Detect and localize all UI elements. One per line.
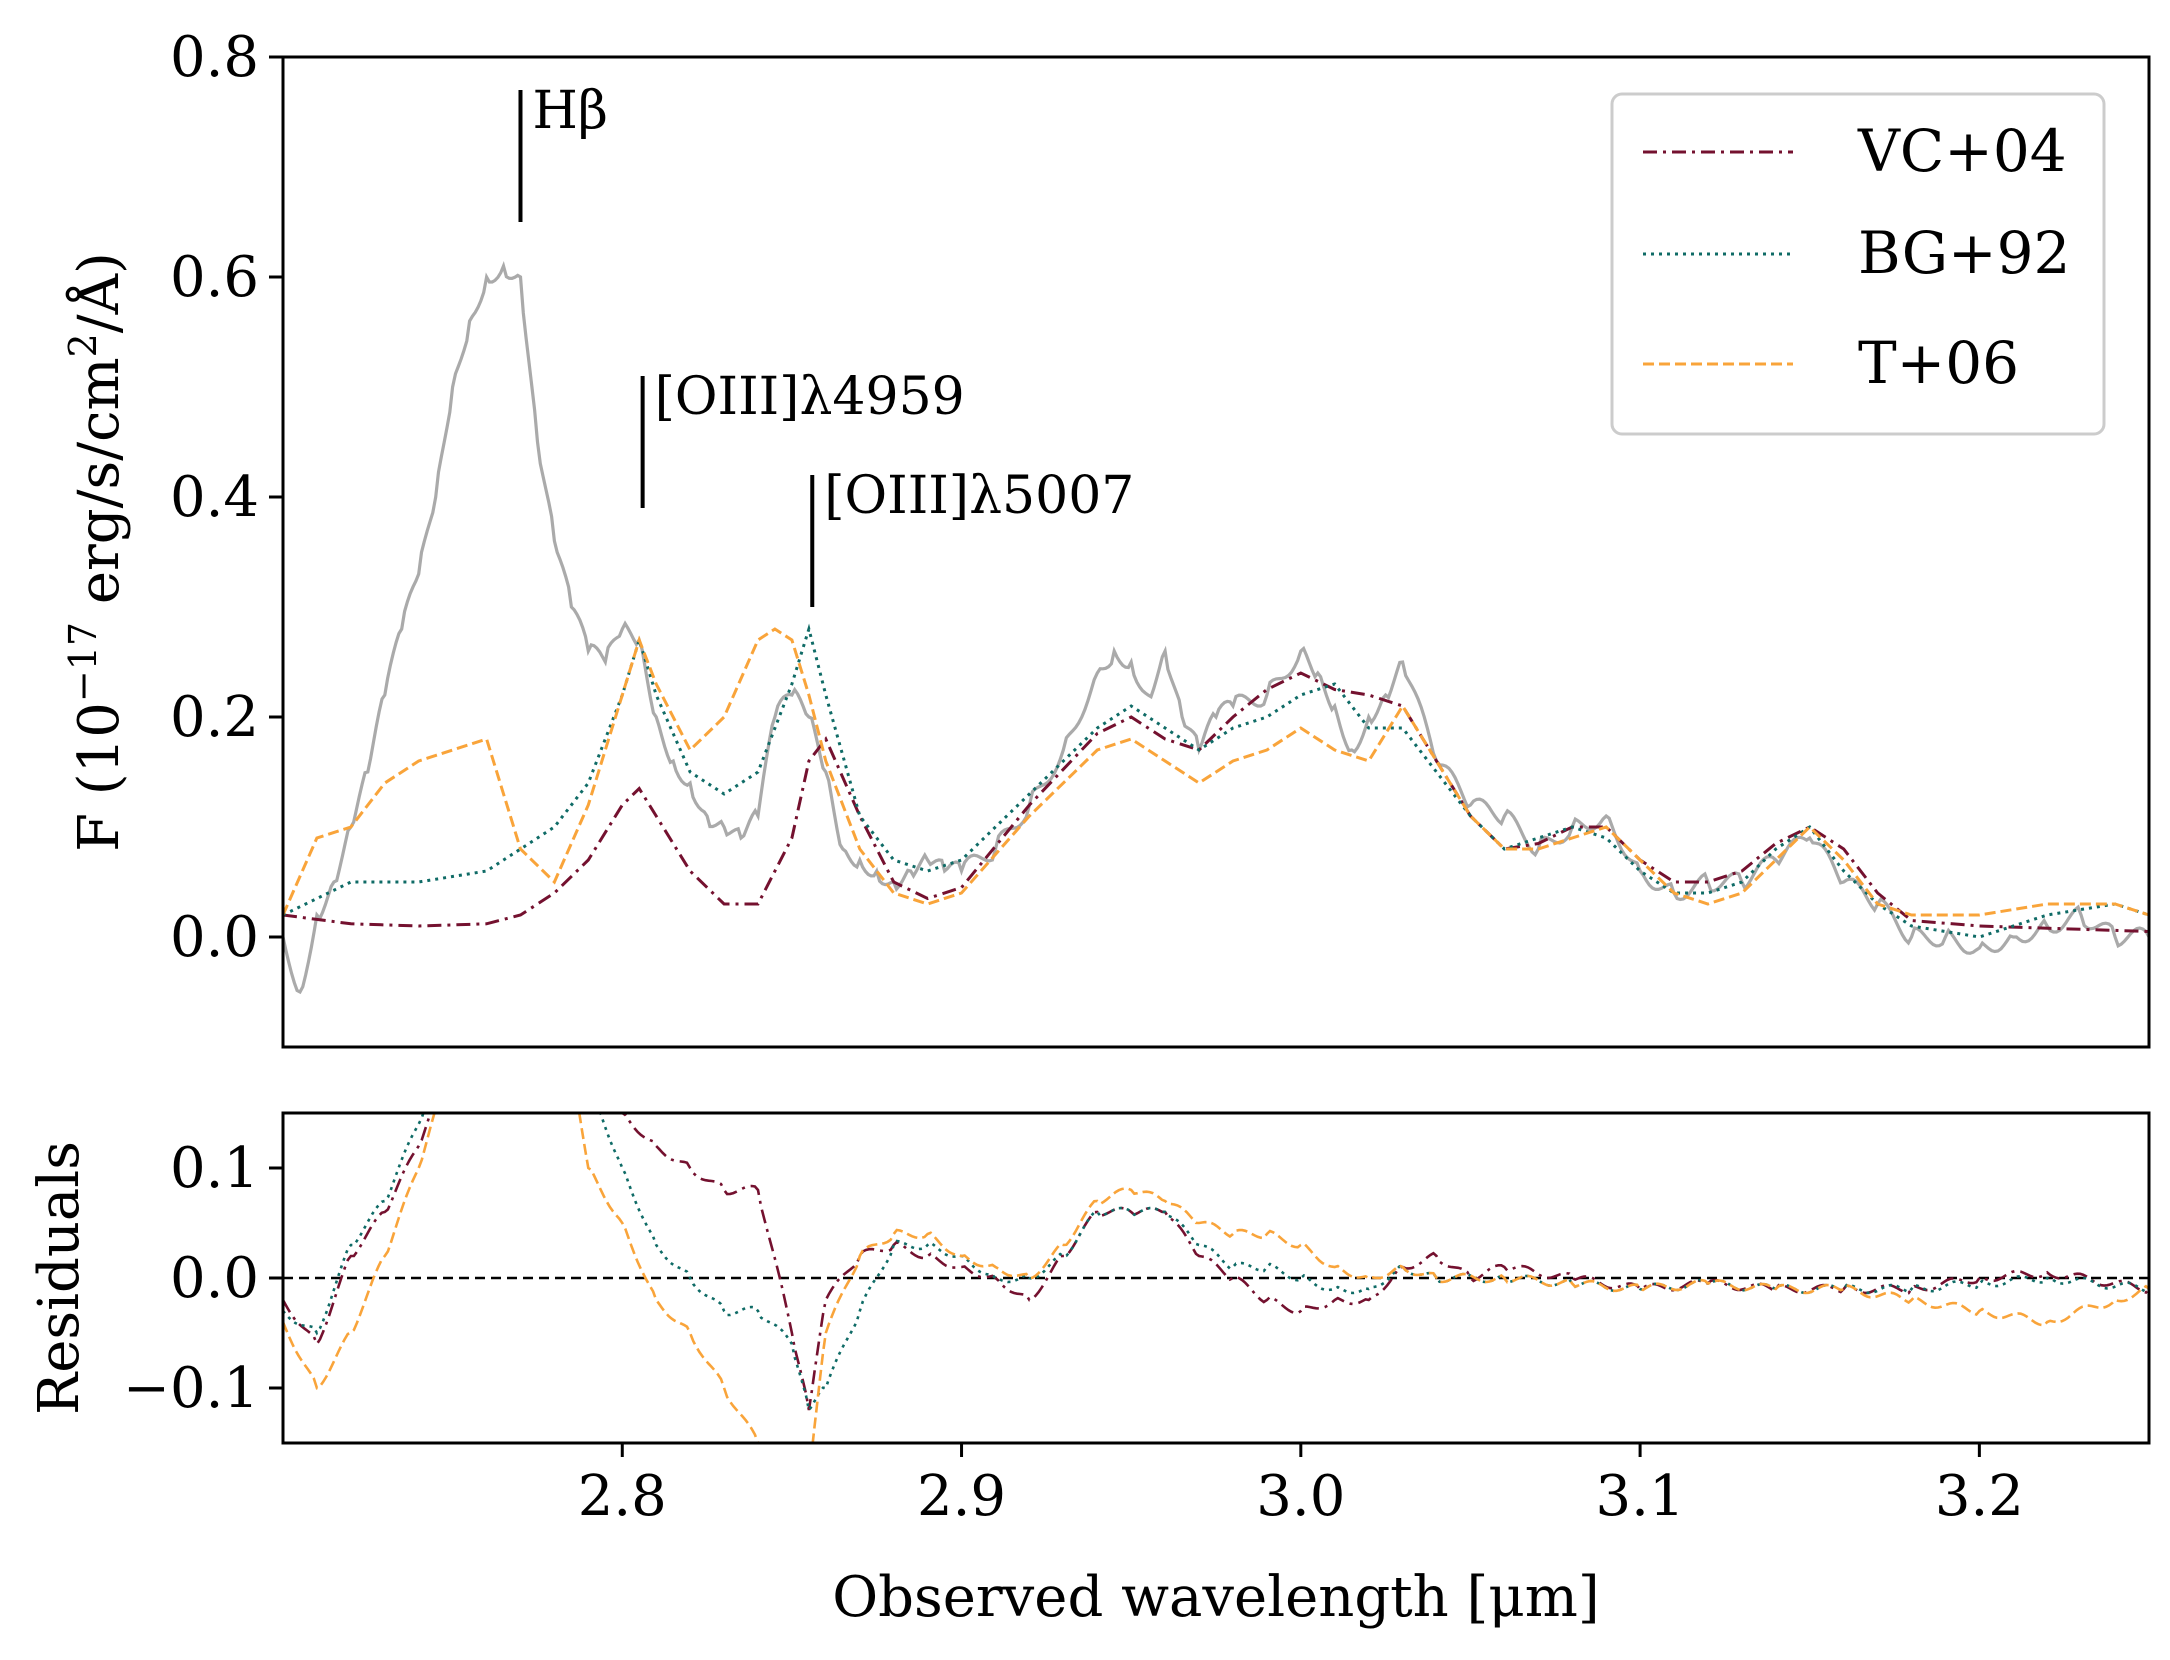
spectrum-axes-frame xyxy=(281,55,2151,1049)
emission-line-label: [OIII]λ5007 xyxy=(824,466,1134,526)
model-line-vc04 xyxy=(283,671,2149,933)
observed-spectrum-line xyxy=(283,261,2149,995)
residuals-y-tick-label: 0.1 xyxy=(170,1136,259,1201)
x-tick-label: 3.0 xyxy=(1256,1464,1345,1529)
residual-line-t06 xyxy=(283,1113,2149,1443)
x-tick-label: 2.8 xyxy=(578,1464,667,1529)
legend-label-t06: T+06 xyxy=(1858,329,2019,397)
spectrum-y-tick-label: 0.0 xyxy=(170,905,259,970)
spectrum-y-tick-label: 0.6 xyxy=(170,245,259,310)
residuals-y-tick-label: 0.0 xyxy=(170,1246,259,1311)
spectrum-panel: 0.0 0.2 0.4 0.6 0.8 Hβ [OIII]λ4959 [OIII]λ5007… xyxy=(61,25,2151,1049)
residuals-y-axis-label: Residuals xyxy=(27,1141,92,1415)
residuals-x-ticks: 2.8 2.9 3.0 3.1 3.2 xyxy=(578,1443,2024,1529)
residuals-y-ticks: −0.1 0.0 0.1 xyxy=(123,1136,283,1421)
residual-line-bg92 xyxy=(283,1113,2149,1413)
emission-line-markers: Hβ [OIII]λ4959 [OIII]λ5007 xyxy=(518,81,1134,607)
residuals-panel: −0.1 0.0 0.1 2.8 2.9 3.0 3.1 3.2 Residuals Obs… xyxy=(27,1111,2151,1630)
x-tick-label: 3.2 xyxy=(1935,1464,2024,1529)
residuals-y-tick-label: −0.1 xyxy=(123,1356,259,1421)
spectrum-series-group xyxy=(283,261,2149,995)
x-tick-label: 3.1 xyxy=(1596,1464,1685,1529)
emission-line-label: Hβ xyxy=(532,81,607,141)
spectrum-y-tick-label: 0.2 xyxy=(170,685,259,750)
legend-box xyxy=(1610,92,2106,436)
legend-label-vc04: VC+04 xyxy=(1857,117,2067,185)
model-line-t06 xyxy=(283,627,2149,917)
legend-label-bg92: BG+92 xyxy=(1858,219,2070,287)
spectrum-y-axis-label: F (10−17 erg/s/cm2/Å) xyxy=(61,252,132,852)
spectrum-y-tick-label: 0.4 xyxy=(170,465,259,530)
residual-series-group xyxy=(283,1113,2149,1443)
residual-line-vc04 xyxy=(283,1113,2149,1411)
spectrum-y-tick-label: 0.8 xyxy=(170,25,259,90)
x-tick-label: 2.9 xyxy=(917,1464,1006,1529)
emission-line-label: [OIII]λ4959 xyxy=(655,367,965,427)
spectrum-y-ticks: 0.0 0.2 0.4 0.6 0.8 xyxy=(170,25,283,970)
x-axis-label: Observed wavelength [μm] xyxy=(832,1565,1599,1630)
model-line-bg92 xyxy=(283,623,2149,939)
legend: VC+04 BG+92 T+06 xyxy=(1610,92,2106,436)
